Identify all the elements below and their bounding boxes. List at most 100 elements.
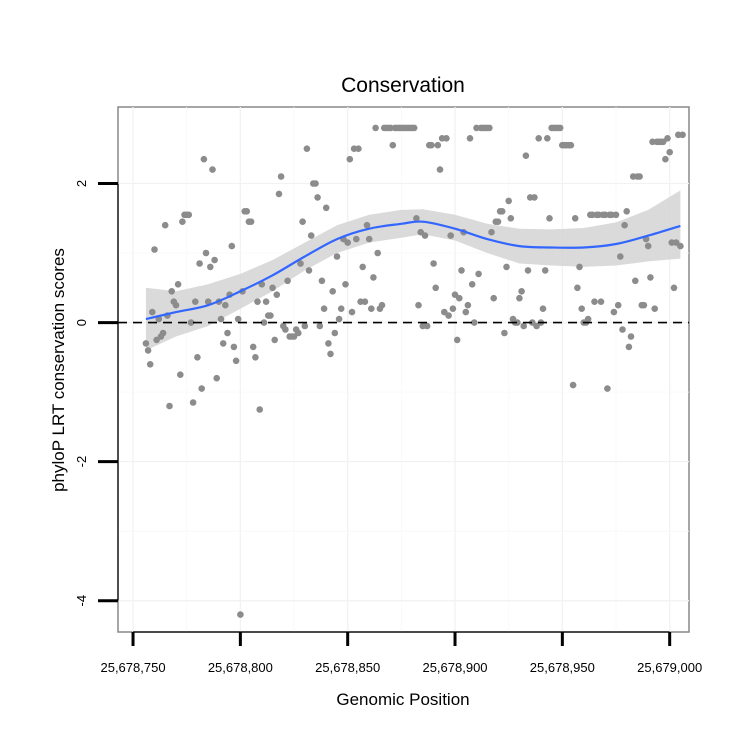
data-point bbox=[320, 305, 328, 313]
data-point bbox=[632, 277, 639, 285]
data-point bbox=[200, 155, 208, 163]
data-point bbox=[531, 194, 538, 201]
data-point bbox=[679, 131, 686, 139]
data-point bbox=[488, 228, 495, 236]
data-point bbox=[453, 336, 461, 344]
confidence-band bbox=[145, 190, 681, 351]
scatter-points-layer bbox=[142, 124, 686, 618]
data-point bbox=[625, 343, 633, 351]
data-point bbox=[297, 260, 304, 267]
data-point bbox=[228, 242, 236, 250]
data-point bbox=[449, 305, 457, 313]
data-point bbox=[651, 305, 658, 313]
data-point bbox=[522, 152, 530, 159]
data-point bbox=[647, 274, 654, 281]
data-point bbox=[612, 211, 620, 219]
data-point bbox=[617, 253, 624, 260]
data-point bbox=[430, 260, 437, 267]
data-point bbox=[230, 343, 238, 351]
data-point bbox=[498, 208, 506, 215]
data-point bbox=[174, 281, 182, 288]
confidence-band-layer bbox=[145, 190, 681, 351]
y-axis-title: phyloP LRT conservation scores bbox=[49, 248, 68, 492]
data-point bbox=[471, 319, 478, 326]
data-point bbox=[344, 239, 352, 246]
data-point bbox=[636, 173, 643, 180]
data-point bbox=[219, 340, 227, 347]
data-point bbox=[374, 249, 382, 257]
x-axis-title: Genomic Position bbox=[336, 690, 469, 709]
x-tick-label: 25,678,800 bbox=[208, 660, 273, 675]
data-point bbox=[571, 215, 579, 222]
data-point bbox=[664, 135, 671, 142]
data-point bbox=[619, 326, 626, 333]
x-axis: 25,678,750 25,678,800 25,678,850 25,678,900… bbox=[100, 631, 702, 675]
data-point bbox=[142, 340, 150, 347]
data-point bbox=[574, 284, 581, 292]
data-point bbox=[256, 406, 264, 413]
data-point bbox=[677, 242, 684, 250]
data-point bbox=[144, 347, 152, 354]
y-axis: -4 -2 0 2 bbox=[74, 180, 119, 607]
data-point bbox=[623, 208, 630, 215]
data-point bbox=[475, 270, 482, 278]
x-tick-label: 25,678,850 bbox=[315, 660, 380, 675]
data-point bbox=[363, 221, 371, 229]
data-point bbox=[520, 322, 527, 330]
data-point bbox=[518, 288, 525, 295]
data-point bbox=[490, 294, 498, 302]
data-point bbox=[544, 135, 551, 142]
data-point bbox=[151, 246, 158, 253]
data-point bbox=[666, 148, 673, 156]
y-tick-label: -2 bbox=[74, 456, 89, 468]
data-point bbox=[503, 263, 510, 271]
data-point bbox=[277, 173, 285, 180]
data-point bbox=[337, 305, 345, 313]
data-point bbox=[432, 284, 440, 292]
data-point bbox=[168, 288, 175, 295]
data-point bbox=[361, 298, 369, 306]
data-point bbox=[569, 381, 577, 389]
data-point bbox=[185, 211, 193, 219]
trend-line bbox=[145, 220, 681, 321]
data-point bbox=[614, 301, 622, 309]
data-point bbox=[194, 354, 201, 361]
data-point bbox=[211, 256, 218, 264]
y-tick-label: -4 bbox=[74, 595, 89, 607]
data-point bbox=[301, 322, 309, 330]
data-point bbox=[576, 263, 583, 271]
data-point bbox=[494, 218, 502, 225]
x-tick-label: 25,678,900 bbox=[422, 660, 487, 675]
data-point bbox=[271, 336, 279, 344]
data-point bbox=[207, 263, 214, 271]
data-point bbox=[260, 319, 268, 326]
data-point bbox=[159, 329, 167, 337]
data-point bbox=[644, 242, 652, 250]
data-point bbox=[353, 235, 360, 243]
data-point bbox=[282, 326, 289, 333]
data-point bbox=[232, 357, 240, 365]
data-point bbox=[578, 305, 585, 313]
data-point bbox=[146, 361, 154, 368]
data-point bbox=[346, 155, 354, 163]
data-point bbox=[372, 124, 379, 132]
data-point bbox=[539, 305, 547, 313]
chart-title: Conservation bbox=[341, 74, 465, 97]
data-point bbox=[610, 308, 618, 316]
data-point bbox=[192, 298, 199, 306]
data-point bbox=[254, 298, 261, 306]
data-point bbox=[249, 343, 257, 351]
y-tick-label: 0 bbox=[74, 319, 89, 326]
data-point bbox=[325, 340, 332, 347]
data-point bbox=[591, 298, 598, 306]
data-point bbox=[640, 301, 648, 309]
data-point bbox=[331, 329, 339, 337]
data-point bbox=[447, 232, 455, 239]
data-point bbox=[410, 124, 418, 132]
data-point bbox=[541, 267, 549, 274]
data-point bbox=[604, 385, 611, 392]
data-point bbox=[209, 166, 216, 173]
data-point bbox=[516, 294, 523, 302]
data-point bbox=[466, 135, 474, 142]
data-point bbox=[234, 315, 242, 323]
